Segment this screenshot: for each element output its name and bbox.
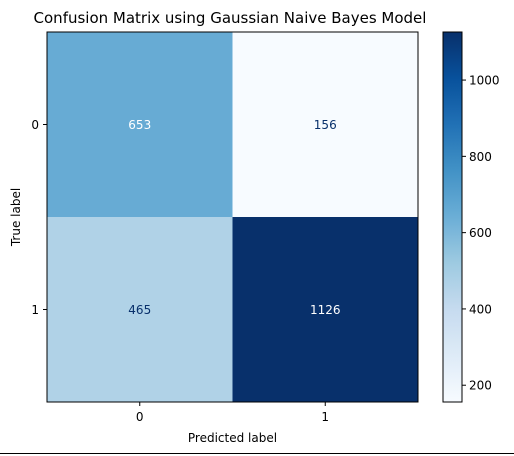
bottom-divider [0, 453, 514, 454]
cell-value-label-0-0: 653 [128, 118, 151, 132]
x-tick-label-0: 0 [136, 410, 144, 424]
colorbar-tick-label-3: 800 [469, 150, 492, 164]
matrix-cell-1-1 [232, 217, 418, 402]
y-axis-label: True label [9, 188, 23, 247]
matrix-cell-0-1 [232, 32, 418, 217]
plot-frame [46, 31, 419, 403]
cell-value-label-0-1: 156 [314, 118, 337, 132]
y-tick-label-0: 0 [31, 118, 39, 132]
colorbar-tick-label-2: 600 [469, 226, 492, 240]
chart-title: Confusion Matrix using Gaussian Naive Ba… [34, 9, 427, 27]
cell-value-label-1-1: 1126 [310, 303, 341, 317]
matrix-cell-1-0 [47, 217, 233, 402]
matrix-cell-0-0 [47, 32, 233, 217]
matrix-cells: 653 156 465 1126 [47, 32, 418, 402]
y-axis-ticks: 01 [31, 118, 47, 317]
cell-value-label-1-0: 465 [128, 303, 151, 317]
colorbar-tick-label-1: 400 [469, 302, 492, 316]
colorbar-tick-label-0: 200 [469, 379, 492, 393]
colorbar-tick-label-4: 1000 [469, 74, 500, 88]
colorbar: 200 400 600 800 1000 [442, 31, 500, 403]
colorbar-ticks: 200 400 600 800 1000 [462, 74, 500, 393]
x-axis-label: Predicted label [188, 431, 277, 445]
colorbar-gradient [442, 31, 463, 403]
y-tick-label-1: 1 [31, 303, 39, 317]
x-tick-label-1: 1 [321, 410, 329, 424]
